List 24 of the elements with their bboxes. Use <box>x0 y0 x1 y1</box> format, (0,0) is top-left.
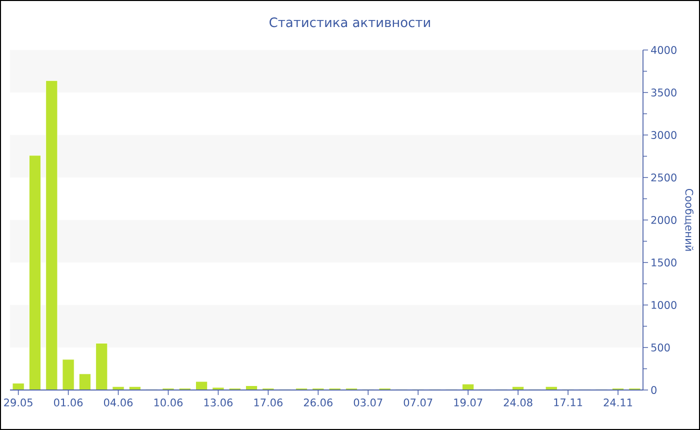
y-tick-label: 2000 <box>651 216 676 224</box>
x-tick-label: 29.05 <box>4 398 32 406</box>
y-tick-label: 500 <box>651 344 670 352</box>
x-tick-label: 01.06 <box>54 398 83 406</box>
x-tick-label: 07.07 <box>404 398 432 406</box>
x-tick-label: 26.06 <box>304 398 332 406</box>
x-tick-label: 13.06 <box>204 398 233 406</box>
x-tick-label: 19.07 <box>454 398 482 406</box>
y-tick-label: 1500 <box>652 258 676 266</box>
x-tick-label: 24.08 <box>504 398 532 406</box>
y-tick-label: 1000 <box>652 301 676 309</box>
chart-title: Статистика активности <box>270 17 430 28</box>
x-tick-label: 10.06 <box>154 398 183 406</box>
y-tick-label: 3500 <box>651 88 676 96</box>
x-tick-label: 17.11 <box>554 398 582 406</box>
x-tick-label: 24.11 <box>604 398 632 406</box>
y-axis-title: Сообщений <box>684 188 694 251</box>
x-tick-label: 03.07 <box>354 398 382 406</box>
x-tick-label: 04.06 <box>104 398 133 406</box>
y-tick-label: 3000 <box>651 131 676 139</box>
y-tick-label: 4000 <box>651 46 676 54</box>
y-tick-label: 0 <box>651 386 656 394</box>
x-tick-label: 17.06 <box>254 398 282 406</box>
y-tick-label: 2500 <box>651 174 676 182</box>
